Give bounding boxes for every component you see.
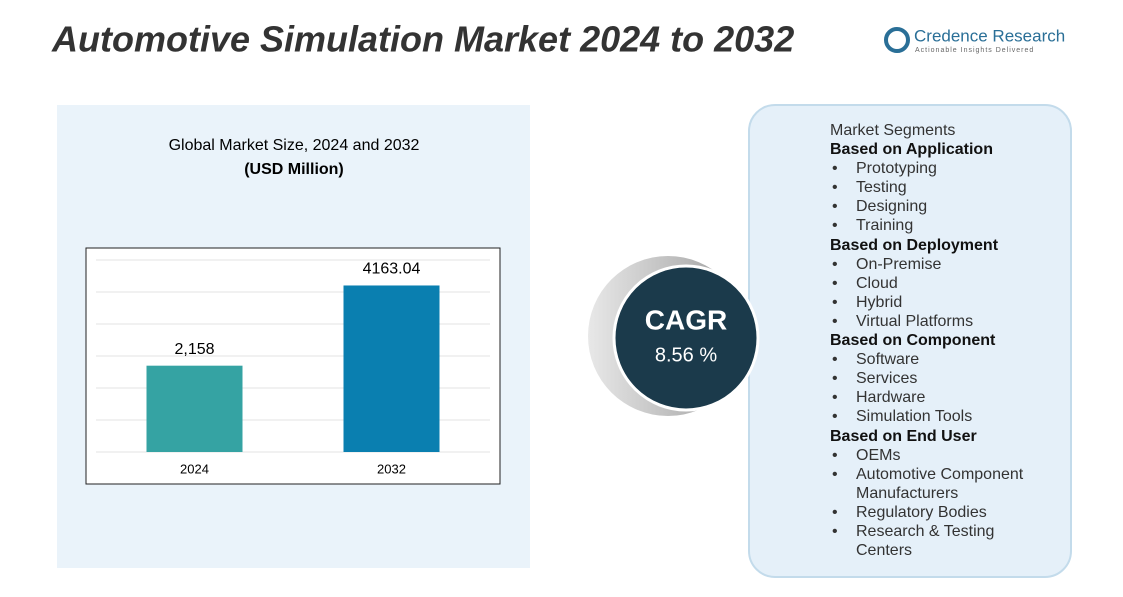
value-label: 2,158 [174, 341, 214, 358]
x-tick-label: 2024 [180, 461, 209, 476]
segment-item: Research & Testing Centers [830, 522, 1048, 560]
page-title: Automotive Simulation Market 2024 to 203… [51, 19, 794, 60]
segment-item: On-Premise [830, 255, 1048, 274]
value-label: 4163.04 [363, 261, 421, 278]
segment-heading: Based on End User [830, 427, 977, 445]
segment-item: Prototyping [830, 159, 1048, 178]
segment-item: OEMs [830, 446, 1048, 465]
segment-item: Testing [830, 178, 1048, 197]
segment-item: Designing [830, 197, 1048, 216]
x-tick-label: 2032 [377, 461, 406, 476]
logo-icon [884, 27, 910, 53]
segment-item: Virtual Platforms [830, 312, 1048, 331]
segment-item: Software [830, 350, 1048, 369]
segment-item: Hybrid [830, 293, 1048, 312]
chart-title: Global Market Size, 2024 and 2032 [169, 137, 420, 154]
segment-item: Regulatory Bodies [830, 503, 1048, 522]
segments: Market Segments Based on ApplicationProto… [830, 121, 1065, 560]
segment-heading: Based on Application [830, 141, 993, 159]
bar [146, 365, 243, 452]
logo-name: Credence Research [914, 26, 1065, 45]
chart-subtitle: (USD Million) [244, 161, 344, 178]
segment-heading: Based on Component [830, 332, 996, 350]
bar [343, 285, 440, 452]
segment-item: Hardware [830, 388, 1048, 407]
cagr-circle [612, 264, 760, 412]
segment-item: Automotive Component Manufacturers [830, 465, 1048, 503]
segment-item: Cloud [830, 274, 1048, 293]
segment-item: Services [830, 369, 1048, 388]
logo: Credence Research Actionable Insights De… [884, 26, 1065, 54]
logo-tagline: Actionable Insights Delivered [915, 47, 1034, 54]
segment-item: Training [830, 216, 1048, 235]
segments-title: Market Segments [830, 122, 956, 139]
cagr-label: CAGR [645, 304, 727, 335]
segment-item: Simulation Tools [830, 407, 1048, 426]
segment-heading: Based on Deployment [830, 236, 999, 254]
cagr-value: 8.56 % [655, 344, 717, 366]
